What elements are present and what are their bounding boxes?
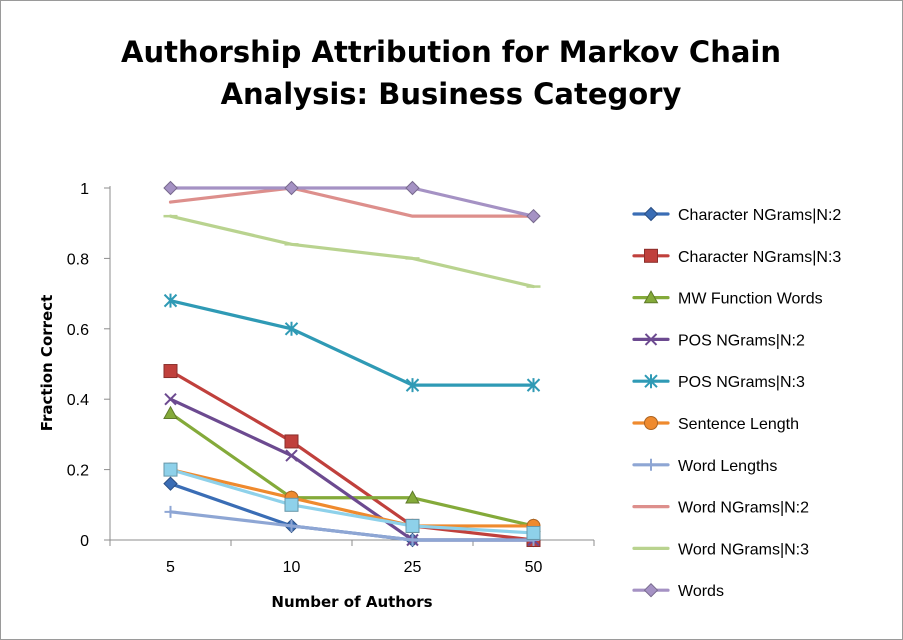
legend-swatch-marker — [644, 248, 658, 263]
legend-label: Word Lengths — [678, 458, 777, 475]
series-7-point — [164, 505, 177, 518]
y-tick-label: 0 — [80, 533, 89, 550]
series-7-point — [406, 534, 419, 546]
series-6-line — [168, 468, 536, 528]
series-10-point — [405, 180, 420, 196]
series-11 — [163, 462, 541, 540]
legend-swatch-marker — [643, 582, 659, 598]
series-3-point — [163, 405, 178, 419]
legend-item: Word NGrams|N:2 — [632, 500, 809, 517]
x-tick-label: 25 — [404, 559, 422, 576]
y-tick-label: 0.6 — [67, 322, 89, 339]
series-8 — [168, 186, 536, 218]
series-3-point — [405, 490, 420, 504]
legend-item: Character NGrams|N:3 — [632, 248, 841, 266]
series-10-point — [163, 180, 178, 196]
legend-item: Character NGrams|N:2 — [632, 206, 841, 224]
legend-swatch-marker — [643, 206, 659, 222]
x-tick-label: 10 — [283, 559, 301, 576]
legend-item: Word Lengths — [632, 458, 777, 475]
legend-label: Sentence Length — [678, 416, 799, 433]
x-tick-label: 50 — [525, 559, 543, 576]
series-2-line — [168, 369, 536, 542]
series-11-point — [284, 497, 299, 512]
series-5-point — [284, 321, 299, 336]
series-4 — [164, 392, 540, 547]
y-tick-label: 0.8 — [67, 251, 89, 268]
series-5-line — [168, 299, 536, 387]
series-7-line — [168, 510, 536, 542]
series-11-point — [405, 518, 420, 533]
legend-swatch-marker — [644, 416, 658, 430]
legend-item: MW Function Words — [632, 290, 823, 308]
series-7 — [164, 505, 540, 546]
series-5-point — [405, 378, 420, 393]
legend-item: POS NGrams|N:2 — [632, 332, 805, 349]
series-9 — [163, 214, 541, 289]
series-11-point — [163, 462, 178, 477]
y-tick-label: 0.4 — [67, 392, 89, 409]
legend-label: Character NGrams|N:2 — [678, 207, 841, 224]
x-tick-label: 5 — [166, 559, 175, 576]
legend-label: POS NGrams|N:2 — [678, 332, 805, 349]
plot-area — [163, 180, 541, 548]
series-10 — [163, 180, 541, 224]
series-10-point — [284, 180, 299, 196]
chart-title-line-2: Analysis: Business Category — [221, 77, 682, 111]
series-10-line — [168, 186, 536, 218]
series-3-line — [168, 411, 536, 528]
series-4-point — [285, 449, 298, 462]
legend-swatch-marker — [644, 374, 658, 389]
series-11-line — [168, 468, 536, 535]
legend-label: POS NGrams|N:3 — [678, 374, 805, 391]
legend-swatch-marker — [645, 458, 657, 471]
legend-label: MW Function Words — [678, 291, 823, 308]
series-7-point — [285, 519, 298, 532]
legend-label: Word NGrams|N:2 — [678, 500, 809, 517]
series-5 — [163, 293, 541, 393]
series-8-line — [168, 186, 536, 218]
series-2-point — [163, 364, 178, 379]
legend-item: Sentence Length — [632, 416, 799, 433]
series-2-point — [284, 434, 299, 449]
axes: 0 0.2 0.4 0.6 0.8 1 5 10 25 50 — [67, 181, 595, 576]
legend-label: Words — [678, 583, 724, 600]
y-axis-title: Fraction Correct — [38, 295, 56, 432]
series-9-line — [168, 214, 536, 289]
series-1-point — [163, 476, 178, 491]
y-tick-label: 1 — [80, 181, 89, 198]
series-5-point — [163, 293, 178, 308]
legend-item: Word NGrams|N:3 — [632, 541, 809, 558]
series-10-point — [526, 208, 541, 224]
legend-label: Character NGrams|N:3 — [678, 249, 841, 266]
legend-swatch-marker — [644, 333, 658, 346]
legend-item: Words — [632, 582, 724, 600]
legend-swatch-marker — [643, 290, 659, 304]
legend: Character NGrams|N:2 Character NGrams|N:3… — [632, 206, 841, 600]
y-tick-label: 0.2 — [67, 463, 89, 480]
series-5-point — [526, 378, 541, 393]
series-11-point — [526, 525, 541, 540]
legend-label: Word NGrams|N:3 — [678, 541, 809, 558]
x-axis-title: Number of Authors — [271, 593, 432, 611]
legend-item: POS NGrams|N:3 — [632, 374, 805, 391]
series-4-point — [164, 392, 177, 406]
chart-title-line-1: Authorship Attribution for Markov Chain — [121, 35, 781, 69]
